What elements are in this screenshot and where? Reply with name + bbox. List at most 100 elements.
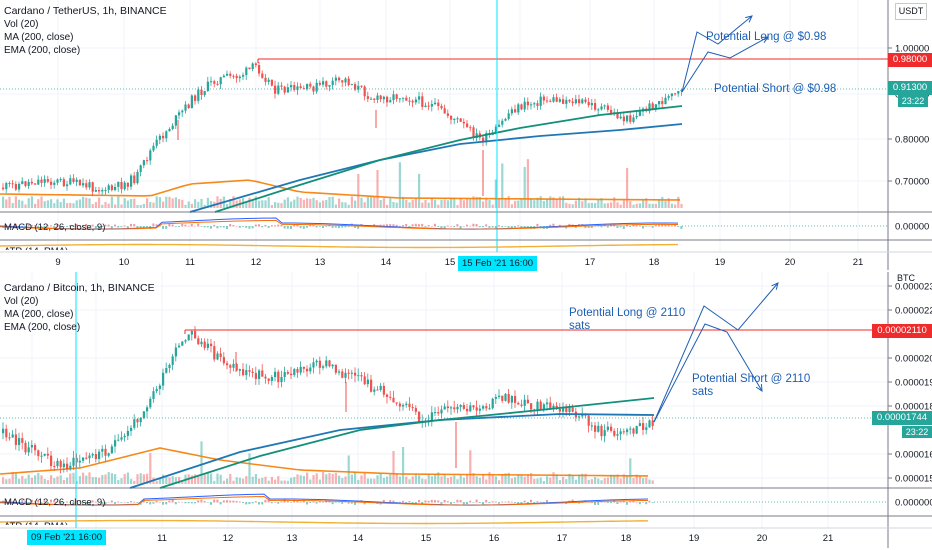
macd-histogram-bar	[462, 226, 465, 227]
candle-body	[398, 403, 401, 407]
volume-bar	[56, 199, 59, 208]
candle-body	[85, 457, 88, 459]
volume-bar	[488, 200, 491, 208]
candle-body	[101, 448, 104, 452]
macd-histogram-bar	[430, 499, 433, 503]
macd-histogram-bar	[107, 501, 110, 503]
volume-bar	[610, 474, 613, 484]
candle-body	[555, 405, 558, 409]
candle-body	[245, 67, 248, 76]
candle-body	[462, 121, 465, 124]
candle-body	[581, 99, 584, 104]
volume-bar	[504, 473, 507, 484]
candle-body	[482, 406, 485, 409]
candle-body	[619, 431, 622, 435]
volume-bar	[590, 479, 593, 484]
volume-bar	[418, 475, 421, 484]
candle-body	[37, 450, 40, 457]
macd-histogram-bar	[181, 501, 184, 503]
candle-body	[85, 183, 88, 188]
candle-body	[568, 407, 571, 412]
candle-body	[434, 102, 437, 105]
bottom-chart-title: Cardano / Bitcoin, 1h, BINANCE	[4, 282, 155, 294]
macd-histogram-bar	[181, 224, 184, 227]
x-tick-label: 19	[715, 257, 726, 268]
macd-histogram-bar	[251, 502, 254, 504]
candle-body	[216, 353, 219, 360]
volume-bar	[635, 474, 638, 484]
candle-body	[606, 426, 609, 431]
volume-bar	[626, 476, 629, 484]
bottom-short-annotation[interactable]: Potential Short @ 2110 sats	[692, 373, 811, 398]
candle-body	[277, 85, 280, 94]
macd-histogram-bar	[130, 501, 132, 503]
top-legend: Cardano / TetherUS, 1h, BINANCE Vol (20)…	[4, 5, 167, 57]
volume-bar	[549, 196, 552, 208]
candle-body	[248, 67, 251, 70]
volume-bar	[155, 196, 158, 208]
candle-body	[168, 128, 171, 132]
volume-bar	[40, 196, 43, 208]
macd-histogram-bar	[606, 502, 609, 504]
volume-bar	[402, 446, 405, 484]
volume-bar	[190, 203, 193, 208]
macd-histogram-bar	[638, 502, 641, 505]
volume-bar	[651, 480, 654, 484]
candle-body	[274, 85, 277, 94]
volume-bar	[523, 476, 526, 484]
currency-badge-usdt[interactable]: USDT	[895, 3, 927, 20]
macd-signal-line	[0, 219, 679, 230]
macd-histogram-bar	[226, 226, 228, 229]
volume-bar	[286, 480, 289, 484]
candle-body	[18, 183, 21, 190]
candle-body	[322, 81, 325, 85]
macd-histogram-bar	[638, 225, 641, 227]
candle-body	[251, 63, 254, 70]
candle-body	[520, 404, 523, 406]
macd-histogram-bar	[667, 224, 670, 227]
candle-body	[354, 84, 357, 90]
volume-bar	[482, 474, 485, 484]
volume-bar	[328, 196, 331, 208]
candle-body	[2, 187, 5, 190]
top-long-annotation[interactable]: Potential Long @ $0.98	[706, 31, 827, 43]
candle-body	[94, 454, 97, 460]
candle-body	[587, 102, 590, 106]
top-short-annotation[interactable]: Potential Short @ $0.98	[714, 83, 837, 95]
macd-histogram-bar	[402, 500, 404, 503]
volume-bar	[120, 478, 123, 484]
macd-histogram-bar	[421, 223, 424, 227]
macd-histogram-bar	[507, 501, 510, 503]
macd-histogram-bar	[341, 502, 344, 504]
bottom-long-annotation[interactable]: Potential Long @ 2110 sats	[569, 307, 686, 332]
ada-usdt-chart[interactable]: 1.000000.900000.800000.700000.0000091011…	[0, 0, 932, 270]
volume-bar	[370, 196, 373, 208]
ada-btc-chart[interactable]: 0.00002300 0.00002200 0.00002000 0.00001900…	[0, 272, 932, 550]
volume-bar	[254, 474, 257, 484]
macd-histogram-bar	[117, 226, 120, 228]
macd-histogram-bar	[488, 502, 491, 504]
volume-bar	[504, 198, 507, 208]
macd-histogram-bar	[302, 499, 305, 503]
candle-body	[667, 96, 670, 98]
bottom-ma-label: MA (200, close)	[4, 309, 74, 320]
candle-body	[450, 407, 453, 409]
macd-histogram-bar	[270, 225, 273, 227]
volume-bar	[245, 201, 248, 208]
volume-bar	[501, 474, 504, 484]
macd-histogram-bar	[347, 502, 350, 504]
candle-body	[190, 95, 193, 109]
volume-bar	[82, 196, 85, 208]
macd-histogram-bar	[43, 226, 46, 229]
macd-histogram-bar	[632, 500, 635, 503]
candle-body	[306, 368, 309, 372]
volume-bar	[632, 204, 635, 208]
volume-bar	[72, 203, 75, 208]
volume-bar	[424, 199, 427, 208]
volume-bar	[290, 201, 293, 208]
candle-body	[498, 395, 501, 397]
top-crosshair-time: 15 Feb '21 16:00	[458, 256, 538, 271]
macd-histogram-bar	[123, 225, 126, 227]
macd-histogram-bar	[408, 501, 411, 503]
candle-body	[21, 181, 24, 184]
